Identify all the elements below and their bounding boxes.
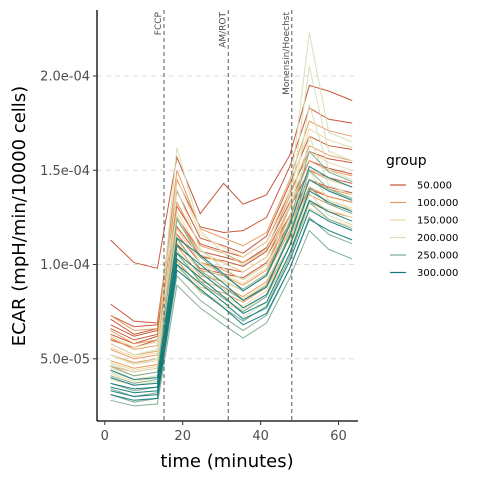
x-tick-label: 0 <box>101 429 109 444</box>
y-tick-label: 1.5e-04 <box>40 164 90 179</box>
legend-label: 250.000 <box>417 251 458 262</box>
legend-label: 100.000 <box>417 198 458 209</box>
y-tick-label: 1.0e-04 <box>40 258 90 273</box>
series-line-250-000 <box>111 151 353 375</box>
series-line-200-000 <box>111 104 353 372</box>
annotation-label: Monensin/Hoechst <box>282 12 292 95</box>
series-line-100-000 <box>111 180 353 359</box>
legend-label: 50.000 <box>417 181 452 192</box>
series-line-100-000 <box>111 202 353 372</box>
x-tick-label: 20 <box>174 429 191 444</box>
y-tick-label: 5.0e-05 <box>40 352 90 367</box>
series-line-50-000 <box>111 189 353 347</box>
x-tick-label: 60 <box>330 429 347 444</box>
legend-label: 150.000 <box>417 216 458 227</box>
annotation-label: FCCP <box>154 11 164 35</box>
legend-label: 300.000 <box>417 268 458 279</box>
series-line-200-000 <box>111 67 353 365</box>
legend-label: 200.000 <box>417 233 458 244</box>
x-axis-title: time (minutes) <box>160 451 293 472</box>
y-tick-label: 2.0e-04 <box>40 69 90 84</box>
series-line-250-000 <box>111 217 353 402</box>
series-line-150-000 <box>111 191 353 376</box>
series-line-300-000 <box>111 219 353 400</box>
y-axis-title: ECAR (mpH/min/10000 cells) <box>9 86 30 346</box>
legend: group 50.000 100.000 150.000 200.000 250.000… <box>386 153 458 279</box>
gridlines <box>97 76 358 359</box>
series-line-100-000 <box>111 161 353 350</box>
legend-title: group <box>386 153 427 169</box>
series-lines <box>111 33 353 406</box>
series-line-250-000 <box>111 170 353 383</box>
annotation-label: AM/ROT <box>218 12 228 48</box>
x-tick-label: 40 <box>252 429 269 444</box>
series-line-50-000 <box>111 151 353 334</box>
